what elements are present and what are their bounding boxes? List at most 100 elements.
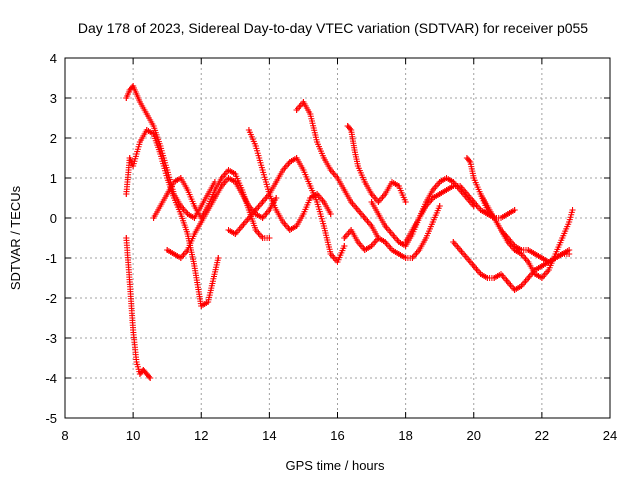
data-point xyxy=(307,183,314,189)
data-point xyxy=(375,211,382,217)
data-point xyxy=(368,223,375,229)
data-point xyxy=(477,191,484,197)
data-point xyxy=(218,183,225,189)
data-point xyxy=(566,219,573,225)
data-point xyxy=(504,235,511,241)
data-point xyxy=(443,175,450,181)
data-point xyxy=(147,375,154,381)
data-point xyxy=(504,211,511,217)
data-point xyxy=(450,183,457,189)
y-axis-label: SDTVAR / TECUs xyxy=(8,185,23,290)
data-point xyxy=(532,271,539,277)
data-point xyxy=(463,191,470,197)
data-point xyxy=(470,199,477,205)
data-point xyxy=(314,199,321,205)
data-point xyxy=(123,191,130,197)
data-point xyxy=(467,159,474,165)
data-point xyxy=(314,139,321,145)
data-point xyxy=(429,187,436,193)
data-point xyxy=(368,243,375,249)
x-tick-label: 22 xyxy=(535,428,549,443)
data-point xyxy=(252,207,259,213)
marker-trace xyxy=(123,235,154,381)
data-point xyxy=(280,219,286,225)
data-point xyxy=(293,155,300,161)
data-point xyxy=(518,247,525,253)
data-point xyxy=(259,199,266,205)
y-axis: 4 3 2 1 0 -1 -2 -3 -4 -5 xyxy=(45,51,610,426)
series-arc-15 xyxy=(477,191,573,265)
data-point xyxy=(157,203,164,209)
data-point xyxy=(177,211,184,217)
data-point xyxy=(133,359,140,365)
data-point xyxy=(239,223,246,229)
data-point xyxy=(273,195,280,201)
series-arc-10 xyxy=(341,203,443,261)
data-point xyxy=(341,243,348,249)
x-axis-label: GPS time / hours xyxy=(286,458,385,473)
data-point xyxy=(477,271,484,277)
data-point xyxy=(559,235,566,241)
data-point xyxy=(463,255,470,261)
data-point xyxy=(259,235,266,241)
data-point xyxy=(402,239,409,245)
data-point xyxy=(484,275,491,281)
data-point xyxy=(463,155,470,161)
data-point xyxy=(491,275,498,281)
data-point xyxy=(177,175,184,181)
data-point xyxy=(198,219,205,225)
data-point xyxy=(525,275,532,281)
data-point xyxy=(157,143,164,149)
data-point xyxy=(225,227,232,233)
data-point xyxy=(402,255,409,261)
y-tick-label: 2 xyxy=(50,131,57,146)
data-point xyxy=(136,99,143,105)
data-point xyxy=(382,191,389,197)
data-point xyxy=(416,247,423,253)
data-point xyxy=(215,255,222,261)
data-point xyxy=(133,91,140,97)
data-point xyxy=(389,179,395,185)
data-point xyxy=(538,255,545,261)
data-point xyxy=(300,99,307,105)
data-point xyxy=(143,371,150,377)
data-point xyxy=(198,203,205,209)
data-point xyxy=(293,223,300,229)
data-point xyxy=(245,215,252,221)
data-point xyxy=(150,215,157,221)
data-point xyxy=(245,203,252,209)
y-tick-label: -2 xyxy=(45,291,57,306)
data-point xyxy=(395,251,402,257)
data-point xyxy=(450,239,457,245)
x-tick-label: 18 xyxy=(398,428,412,443)
data-point xyxy=(126,155,133,161)
data-point xyxy=(354,207,361,213)
series-arc-8 xyxy=(293,99,382,241)
data-point xyxy=(545,259,552,265)
data-point xyxy=(266,191,273,197)
data-point xyxy=(164,167,171,173)
data-point xyxy=(334,259,341,265)
data-point xyxy=(368,191,375,197)
x-axis: 8 10 12 14 16 18 20 22 24 xyxy=(61,58,617,443)
x-tick-label: 12 xyxy=(194,428,208,443)
data-point xyxy=(164,191,171,197)
data-point xyxy=(368,199,375,205)
data-point xyxy=(171,191,177,197)
data-point xyxy=(470,263,477,269)
x-tick-label: 10 xyxy=(126,428,140,443)
data-point xyxy=(443,187,450,193)
data-point xyxy=(140,367,147,373)
data-point xyxy=(344,123,351,129)
y-tick-label: -4 xyxy=(45,371,57,386)
data-point xyxy=(498,271,504,277)
y-tick-label: 3 xyxy=(50,91,57,106)
data-point xyxy=(389,231,395,237)
data-point xyxy=(191,263,198,269)
data-point xyxy=(525,259,532,265)
data-point xyxy=(164,247,171,253)
data-point xyxy=(348,127,355,133)
data-point xyxy=(498,227,504,233)
data-point xyxy=(252,143,259,149)
x-tick-label: 14 xyxy=(262,428,276,443)
